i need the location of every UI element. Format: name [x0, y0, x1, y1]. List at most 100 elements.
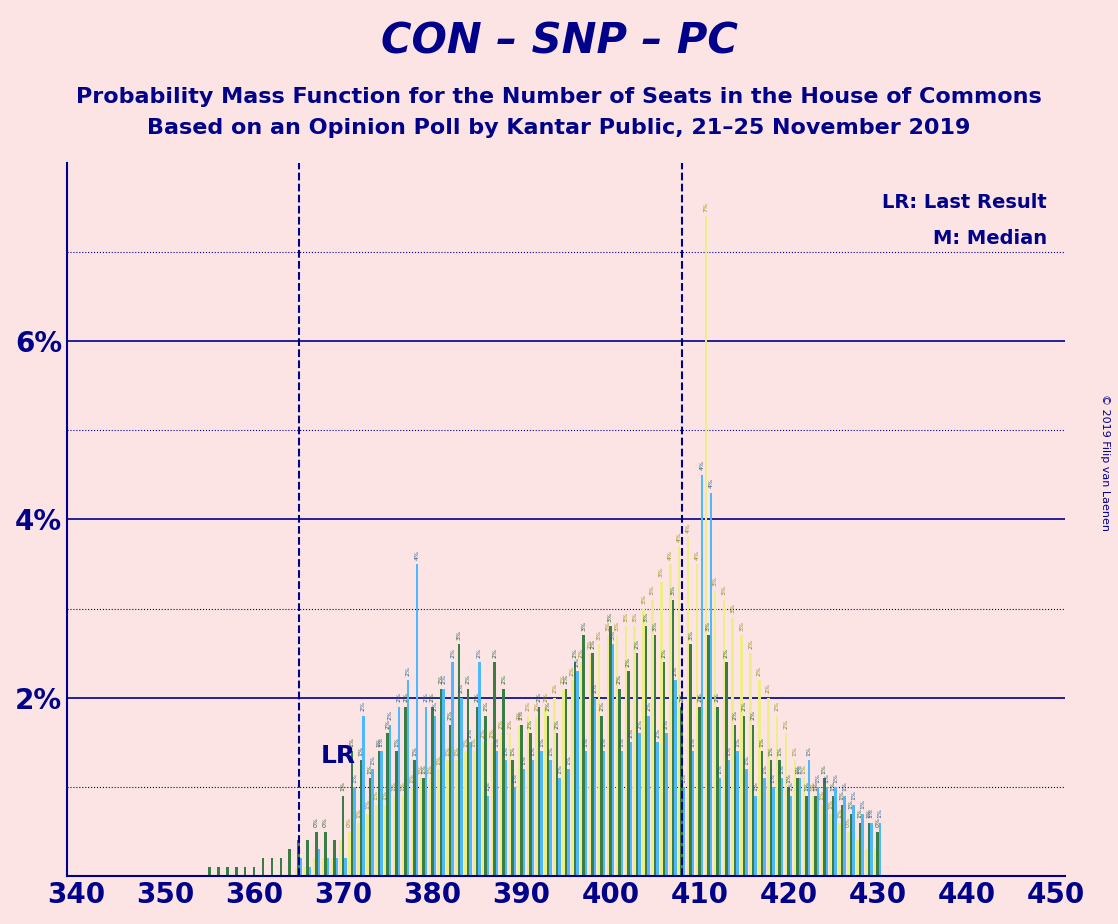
Bar: [625, 626, 627, 876]
Text: 3%: 3%: [615, 621, 619, 631]
Text: 1%: 1%: [494, 737, 500, 747]
Bar: [416, 564, 418, 876]
Text: 2%: 2%: [617, 675, 622, 685]
Bar: [351, 751, 353, 876]
Bar: [509, 734, 511, 876]
Bar: [405, 707, 407, 876]
Text: 1%: 1%: [860, 799, 865, 809]
Bar: [823, 778, 825, 876]
Text: 2%: 2%: [508, 719, 512, 729]
Text: 1%: 1%: [436, 755, 442, 765]
Text: 2%: 2%: [451, 648, 455, 658]
Text: 2%: 2%: [481, 728, 485, 738]
Bar: [556, 734, 558, 876]
Text: 1%: 1%: [804, 782, 809, 792]
Bar: [812, 796, 814, 876]
Bar: [591, 653, 594, 876]
Text: © 2019 Filip van Laenen: © 2019 Filip van Laenen: [1100, 394, 1109, 530]
Text: 2%: 2%: [635, 638, 639, 649]
Text: 3%: 3%: [456, 630, 462, 639]
Bar: [344, 858, 347, 876]
Text: 2%: 2%: [563, 675, 568, 685]
Text: 2%: 2%: [397, 692, 401, 702]
Bar: [392, 796, 396, 876]
Bar: [603, 751, 605, 876]
Bar: [870, 822, 872, 876]
Bar: [787, 787, 790, 876]
Text: 2%: 2%: [424, 692, 428, 702]
Text: 2%: 2%: [468, 728, 473, 738]
Bar: [505, 760, 508, 876]
Bar: [805, 796, 807, 876]
Text: 1%: 1%: [822, 764, 827, 773]
Text: 1%: 1%: [379, 737, 383, 747]
Bar: [652, 600, 654, 876]
Text: 3%: 3%: [623, 612, 628, 622]
Bar: [217, 868, 220, 876]
Bar: [585, 751, 587, 876]
Bar: [726, 663, 728, 876]
Text: 1%: 1%: [813, 782, 818, 792]
Text: 1%: 1%: [427, 764, 433, 773]
Text: 2%: 2%: [474, 692, 480, 702]
Bar: [803, 778, 805, 876]
Text: 1%: 1%: [400, 782, 406, 792]
Bar: [558, 778, 561, 876]
Text: 1%: 1%: [521, 755, 527, 765]
Text: 0%: 0%: [846, 817, 851, 827]
Bar: [620, 751, 623, 876]
Text: 2%: 2%: [741, 701, 747, 711]
Text: 2%: 2%: [438, 675, 444, 685]
Text: 1%: 1%: [548, 746, 553, 756]
Bar: [598, 644, 600, 876]
Bar: [235, 868, 237, 876]
Bar: [695, 564, 699, 876]
Text: 1%: 1%: [819, 790, 824, 800]
Text: 1%: 1%: [350, 737, 354, 747]
Bar: [306, 841, 309, 876]
Bar: [375, 805, 378, 876]
Bar: [778, 760, 781, 876]
Text: 2%: 2%: [388, 711, 392, 720]
Bar: [580, 663, 582, 876]
Bar: [852, 805, 855, 876]
Text: 1%: 1%: [370, 755, 375, 765]
Bar: [407, 680, 409, 876]
Text: 1%: 1%: [377, 737, 381, 747]
Bar: [755, 796, 757, 876]
Bar: [576, 671, 579, 876]
Text: 2%: 2%: [492, 648, 498, 658]
Bar: [567, 769, 570, 876]
Text: 2%: 2%: [537, 692, 542, 702]
Bar: [638, 734, 641, 876]
Text: LR: Last Result: LR: Last Result: [882, 193, 1048, 213]
Bar: [387, 734, 389, 876]
Bar: [466, 689, 470, 876]
Bar: [807, 760, 811, 876]
Text: 1%: 1%: [795, 764, 800, 773]
Bar: [708, 636, 710, 876]
Bar: [226, 868, 228, 876]
Bar: [713, 590, 717, 876]
Text: 2%: 2%: [766, 684, 770, 693]
Text: 1%: 1%: [777, 746, 783, 756]
Bar: [443, 689, 445, 876]
Text: 1%: 1%: [472, 737, 476, 747]
Bar: [769, 760, 773, 876]
Bar: [208, 868, 211, 876]
Bar: [371, 769, 373, 876]
Text: 2%: 2%: [784, 719, 788, 729]
Text: 2%: 2%: [429, 692, 435, 702]
Text: 1%: 1%: [373, 790, 379, 800]
Bar: [324, 832, 326, 876]
Text: 4%: 4%: [415, 550, 419, 560]
Bar: [464, 751, 466, 876]
Text: 2%: 2%: [680, 692, 684, 702]
Text: Based on an Opinion Poll by Kantar Public, 21–25 November 2019: Based on an Opinion Poll by Kantar Publi…: [148, 117, 970, 138]
Text: 3%: 3%: [721, 585, 727, 595]
Bar: [574, 663, 576, 876]
Text: Probability Mass Function for the Number of Seats in the House of Commons: Probability Mass Function for the Number…: [76, 87, 1042, 107]
Text: 2%: 2%: [528, 719, 533, 729]
Bar: [834, 787, 837, 876]
Bar: [425, 707, 427, 876]
